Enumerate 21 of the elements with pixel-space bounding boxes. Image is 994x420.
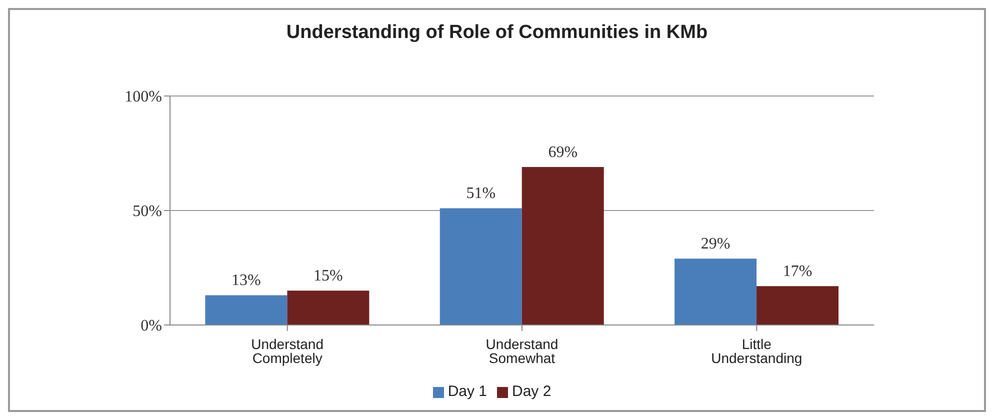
chart-title: Understanding of Role of Communities in KMb [285, 21, 709, 45]
bar [205, 295, 288, 325]
y-tick-label: 100% [124, 88, 162, 106]
legend-label: Day 1 [448, 383, 487, 400]
y-tick-label: 50% [132, 203, 162, 220]
bar [674, 258, 757, 325]
bar [522, 166, 604, 325]
legend-label: Day 2 [512, 383, 552, 400]
data-label: 13% [232, 272, 261, 290]
bar [756, 286, 839, 325]
x-tick-label: Little Understanding [711, 336, 802, 366]
bar [440, 208, 522, 325]
data-label: 15% [314, 268, 343, 285]
y-tick-label: 0% [140, 318, 162, 335]
x-tick-label: Understand Somewhat [486, 336, 558, 366]
data-label: 17% [782, 263, 812, 280]
data-label: 29% [700, 236, 730, 253]
data-label: 51% [466, 185, 496, 202]
bar [287, 290, 370, 325]
x-tick-label: Understand Completely [251, 336, 324, 366]
data-label: 69% [548, 144, 578, 161]
